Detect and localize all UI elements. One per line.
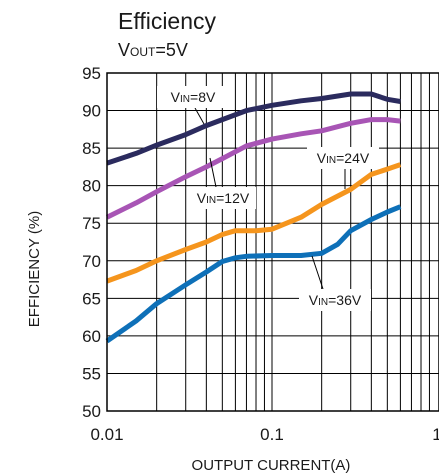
grid: [106, 72, 439, 412]
y-tick-label: 60: [82, 327, 101, 346]
series-line-4: [105, 204, 402, 344]
y-tick-label: 95: [82, 64, 101, 83]
label-leader-line: [194, 107, 205, 125]
label-box: [307, 147, 379, 169]
x-tick-label: 0.1: [260, 425, 284, 444]
y-tick-labels: 50 55 60 65 70 75 80 85 90 95: [82, 64, 101, 421]
chart-title: Efficiency: [118, 8, 217, 34]
y-tick-label: 70: [82, 252, 101, 271]
y-tick-label: 80: [82, 177, 101, 196]
series-labels: VIN=8V VIN=12V VIN=24V VIN=36V: [157, 86, 379, 311]
series-label-4: VIN=36V: [309, 292, 362, 308]
series-line-3: [106, 162, 402, 284]
label-box: [190, 187, 256, 209]
y-tick-label: 65: [82, 289, 101, 308]
x-tick-label: 1: [432, 425, 439, 444]
series-label-1: VIN=8V: [171, 89, 216, 105]
y-tick-label: 85: [82, 139, 101, 158]
series-label-3: VIN=24V: [317, 150, 370, 166]
plot-frame: [106, 72, 439, 412]
label-leader-line: [311, 255, 324, 290]
y-tick-label: 55: [82, 364, 101, 383]
plot-border: [106, 72, 439, 412]
x-axis-label: OUTPUT CURRENT(A): [192, 457, 351, 474]
series-line-1: [106, 91, 401, 166]
y-axis-label: EFFICIENCY (%): [26, 211, 43, 327]
label-box: [157, 86, 229, 108]
label-box: [299, 289, 371, 311]
y-tick-label: 90: [82, 102, 101, 121]
series-label-2: VIN=12V: [197, 190, 250, 206]
chart-subtitle: VOUT=5V: [118, 40, 188, 60]
series-line-2: [105, 117, 401, 220]
label-leader-line: [209, 157, 217, 188]
y-tick-label: 75: [82, 214, 101, 233]
series-lines: [105, 91, 402, 344]
y-tick-label: 50: [82, 402, 101, 421]
x-tick-label: 0.01: [90, 425, 123, 444]
x-tick-labels: 0.01 0.1 1: [90, 425, 439, 444]
